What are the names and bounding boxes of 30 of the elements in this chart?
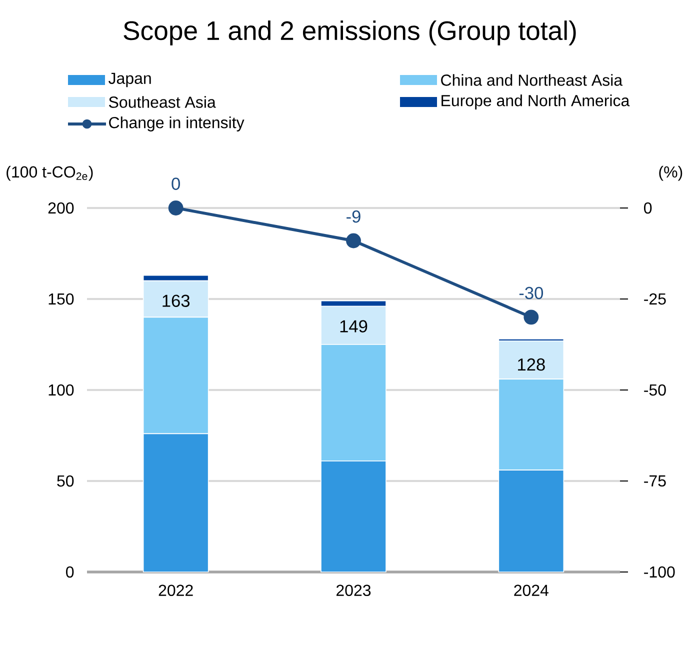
y2-tick-label: -75 [644,475,666,487]
x-tick-label: 2022 [158,584,193,596]
data-label: -30 [519,286,544,300]
y-tick-label: 150 [48,293,74,305]
total-label: 149 [340,320,368,332]
y-axis-title: (100 t-CO$_{2e}$) [6,166,93,181]
y2-axis-title: (%) [659,166,682,181]
legend-label: Southeast Asia [109,96,216,108]
x-tick-label: 2023 [336,584,371,596]
legend-label: China and Northeast Asia [441,74,623,86]
point [168,200,184,216]
legend-label: Europe and North America [442,94,630,110]
legend-label: Japan [108,72,151,88]
y2-tick-label: -25 [644,293,666,305]
total-label: 128 [518,358,545,371]
y-tick-label: 200 [48,202,74,214]
chart-title: Scope 1 and 2 emissions (Group total) [124,20,576,46]
y2-tick-label: 0 [644,202,652,214]
total-label: 163 [162,294,190,307]
y2-tick-label: -100 [644,566,675,578]
y2-tick-label: -50 [644,384,666,396]
data-label: 0 [172,178,180,190]
y-tick-label: 50 [57,475,74,487]
point [524,310,539,325]
y-tick-label: 100 [48,384,74,396]
legend-label: Change in intensity [109,116,244,132]
point [346,233,361,248]
y-tick-label: 0 [66,566,74,578]
x-tick-label: 2024 [514,584,548,596]
data-label: -9 [346,210,360,223]
